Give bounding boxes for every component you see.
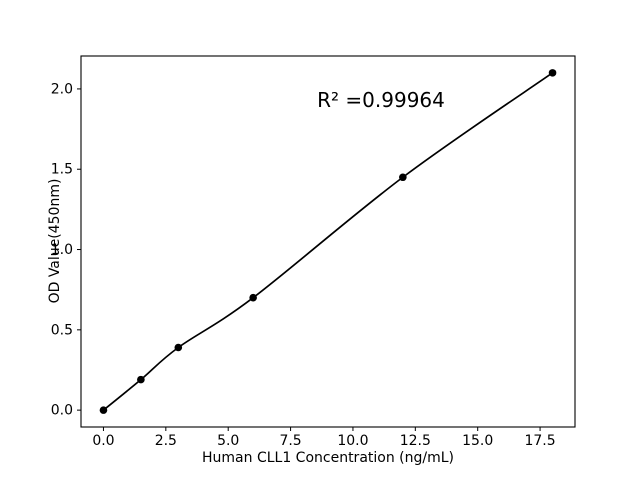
x-tick-label: 5.0 — [217, 433, 239, 449]
x-tick-label: 10.0 — [337, 433, 368, 449]
data-point — [174, 343, 183, 352]
data-point — [249, 293, 257, 302]
x-tick-label: 15.0 — [462, 433, 493, 449]
x-tick-label: 12.5 — [400, 433, 431, 449]
data-point — [548, 69, 557, 77]
fit-line — [102, 72, 554, 411]
x-axis-label: Human CLL1 Concentration (ng/mL) — [202, 450, 454, 466]
y-tick-label: 2.0 — [51, 81, 73, 97]
data-point — [137, 375, 145, 384]
r-squared-annotation: R² =0.99964 — [317, 88, 445, 112]
data-point — [99, 406, 108, 414]
y-tick-label: 0.0 — [51, 403, 73, 419]
x-tick-label: 7.5 — [279, 433, 301, 449]
y-tick-label: 1.0 — [51, 242, 73, 258]
x-tick-label: 0.0 — [92, 433, 114, 449]
y-axis-label: OD Value(450nm) — [47, 178, 63, 304]
x-tick-label: 2.5 — [155, 433, 177, 449]
data-point — [399, 173, 407, 182]
y-tick-label: 1.5 — [51, 162, 73, 178]
plot-spines — [80, 55, 576, 428]
y-tick-label: 0.5 — [51, 322, 73, 338]
x-tick-label: 17.5 — [524, 433, 555, 449]
